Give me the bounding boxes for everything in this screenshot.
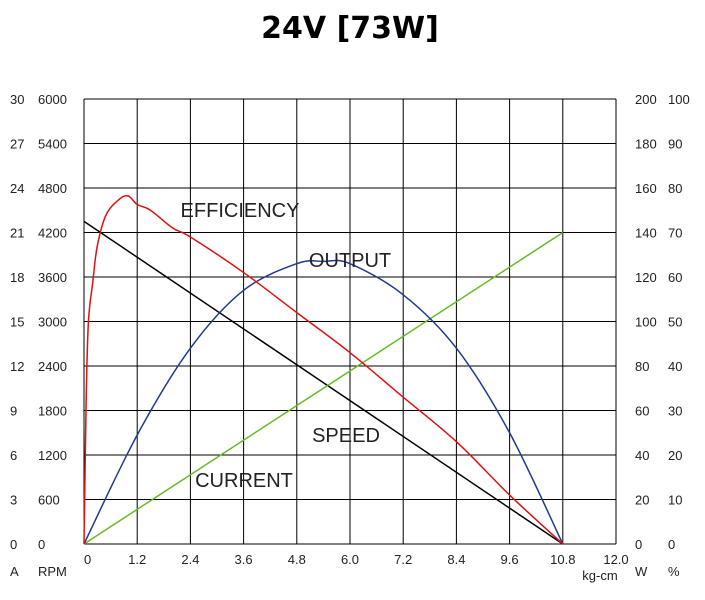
y-tick-label-a: 15 bbox=[10, 315, 24, 330]
x-tick-label: 1.2 bbox=[128, 552, 146, 567]
curve-label-efficiency: EFFICIENCY bbox=[181, 200, 300, 222]
y-axis-unit-rpm: RPM bbox=[38, 564, 67, 579]
y-tick-label-rpm: 3600 bbox=[38, 270, 67, 285]
y-tick-label-w: 40 bbox=[635, 448, 649, 463]
y-tick-label-rpm: 600 bbox=[38, 493, 60, 508]
y-tick-label-rpm: 1800 bbox=[38, 404, 67, 419]
y-axis-unit-pct: % bbox=[668, 564, 680, 579]
y-tick-label-pct: 0 bbox=[668, 537, 675, 552]
y-tick-label-a: 24 bbox=[10, 181, 24, 196]
y-tick-label-w: 20 bbox=[635, 493, 649, 508]
chart-title: 24V [73W] bbox=[261, 11, 439, 46]
y-tick-label-rpm: 5400 bbox=[38, 137, 67, 152]
y-axis-unit-a: A bbox=[10, 564, 19, 579]
y-tick-label-pct: 30 bbox=[668, 404, 682, 419]
y-tick-label-a: 3 bbox=[10, 493, 17, 508]
curve-label-current: CURRENT bbox=[195, 470, 293, 492]
y-tick-label-pct: 90 bbox=[668, 137, 682, 152]
curves bbox=[83, 194, 564, 545]
y-tick-label-pct: 100 bbox=[668, 92, 690, 107]
axis-tick-labels: 036912151821242730A060012001800240030003… bbox=[10, 92, 690, 583]
series-efficiency-line bbox=[83, 194, 564, 545]
y-tick-label-rpm: 1200 bbox=[38, 448, 67, 463]
y-tick-label-rpm: 0 bbox=[38, 537, 45, 552]
y-tick-label-rpm: 3000 bbox=[38, 315, 67, 330]
y-tick-label-a: 21 bbox=[10, 226, 24, 241]
y-tick-label-pct: 10 bbox=[668, 493, 682, 508]
x-tick-label: 9.6 bbox=[501, 552, 519, 567]
y-tick-label-a: 0 bbox=[10, 537, 17, 552]
y-tick-label-w: 120 bbox=[635, 270, 657, 285]
y-tick-label-a: 30 bbox=[10, 92, 24, 107]
y-tick-label-rpm: 4200 bbox=[38, 226, 67, 241]
x-axis-unit: kg-cm bbox=[582, 568, 617, 583]
y-tick-label-rpm: 2400 bbox=[38, 359, 67, 374]
y-tick-label-pct: 70 bbox=[668, 226, 682, 241]
x-tick-label: 4.8 bbox=[288, 552, 306, 567]
x-tick-label: 12.0 bbox=[603, 552, 628, 567]
series-speed-line bbox=[83, 220, 564, 545]
y-tick-label-pct: 40 bbox=[668, 359, 682, 374]
y-tick-label-a: 12 bbox=[10, 359, 24, 374]
y-tick-label-w: 200 bbox=[635, 92, 657, 107]
curve-label-speed: SPEED bbox=[312, 425, 380, 447]
y-tick-label-pct: 60 bbox=[668, 270, 682, 285]
y-tick-label-rpm: 4800 bbox=[38, 181, 67, 196]
x-tick-label: 2.4 bbox=[181, 552, 199, 567]
y-tick-label-a: 18 bbox=[10, 270, 24, 285]
y-tick-label-w: 60 bbox=[635, 404, 649, 419]
x-tick-label: 6.0 bbox=[341, 552, 359, 567]
y-tick-label-pct: 20 bbox=[668, 448, 682, 463]
y-tick-label-w: 80 bbox=[635, 359, 649, 374]
series-current-line bbox=[83, 231, 564, 545]
x-tick-label: 10.8 bbox=[550, 552, 575, 567]
y-tick-label-w: 180 bbox=[635, 137, 657, 152]
y-tick-label-w: 140 bbox=[635, 226, 657, 241]
y-tick-label-a: 9 bbox=[10, 404, 17, 419]
series-output-line bbox=[83, 259, 564, 545]
y-tick-label-pct: 50 bbox=[668, 315, 682, 330]
x-tick-label: 3.6 bbox=[235, 552, 253, 567]
curve-label-output: OUTPUT bbox=[309, 250, 391, 272]
y-tick-label-w: 0 bbox=[635, 537, 642, 552]
x-tick-label: 8.4 bbox=[447, 552, 465, 567]
x-tick-label: 0 bbox=[84, 552, 91, 567]
y-axis-unit-w: W bbox=[635, 564, 648, 579]
x-tick-label: 7.2 bbox=[394, 552, 412, 567]
y-tick-label-rpm: 6000 bbox=[38, 92, 67, 107]
y-tick-label-pct: 80 bbox=[668, 181, 682, 196]
y-tick-label-a: 6 bbox=[10, 448, 17, 463]
y-tick-label-w: 160 bbox=[635, 181, 657, 196]
y-tick-label-w: 100 bbox=[635, 315, 657, 330]
curve-labels: EFFICIENCY OUTPUT SPEED CURRENT bbox=[181, 200, 392, 492]
plot-grid bbox=[83, 98, 617, 545]
y-tick-label-a: 27 bbox=[10, 137, 24, 152]
